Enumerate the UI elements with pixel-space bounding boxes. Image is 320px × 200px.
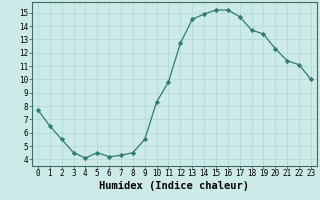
X-axis label: Humidex (Indice chaleur): Humidex (Indice chaleur) bbox=[100, 181, 249, 191]
